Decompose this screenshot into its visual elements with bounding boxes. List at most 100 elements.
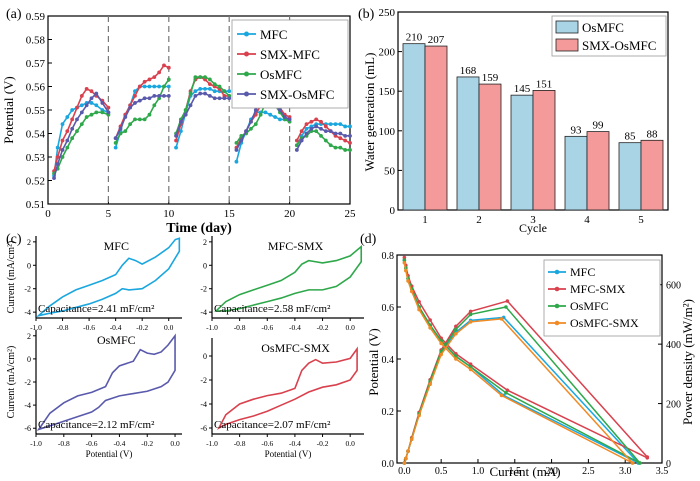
bar-osmfc <box>564 135 588 211</box>
polarization-point-osmfc <box>402 258 407 263</box>
data-point-smx-osmfc <box>142 96 147 101</box>
data-point-osmfc <box>193 75 198 79</box>
capacitance-label: Capacitance=2.58 mF/cm² <box>214 303 331 315</box>
data-point-smx-osmfc <box>166 94 171 98</box>
x-tick-label-a: 0 <box>45 208 51 220</box>
x-tick-label-c: -0.8 <box>57 323 69 332</box>
polarization-point-osmfc-smx <box>468 367 473 372</box>
data-point-smx-osmfc <box>287 117 292 122</box>
bar-value-label: 99 <box>593 120 605 132</box>
data-point-smx-mfc <box>348 141 352 145</box>
y-tick-label-c: 0 <box>203 352 207 361</box>
data-point-mfc <box>157 84 162 89</box>
power-point-osmfc-smx <box>406 449 410 453</box>
legend-marker-d <box>554 286 560 292</box>
data-point-smx-osmfc <box>157 94 162 98</box>
y2-tick-label-d: 600 <box>666 281 681 292</box>
y-tick-label-c: -4 <box>24 308 31 317</box>
data-point-smx-mfc <box>309 119 314 124</box>
data-point-smx-mfc <box>174 138 178 143</box>
x-tick-label-c: -1.0 <box>30 323 42 332</box>
power-point-mfc-smx <box>645 455 650 459</box>
power-point-osmfc-smx <box>468 320 473 324</box>
data-point-osmfc <box>128 122 133 126</box>
x-tick-label-c: -0.8 <box>234 323 246 332</box>
data-point-mfc <box>193 89 198 94</box>
data-point-mfc <box>79 103 84 108</box>
data-point-osmfc <box>183 108 188 112</box>
cv-title: OsMFC-SMX <box>261 341 330 355</box>
data-point-osmfc <box>217 84 222 89</box>
data-point-smx-osmfc <box>227 96 232 101</box>
bar-osmfc <box>618 142 642 211</box>
x-tick-label-c: -0.4 <box>289 439 301 448</box>
data-point-smx-osmfc <box>152 94 157 98</box>
data-point-smx-osmfc <box>239 138 244 143</box>
data-point-smx-osmfc <box>207 94 212 98</box>
data-point-smx-osmfc <box>299 138 304 143</box>
legend-label-d: MFC-SMX <box>570 282 626 296</box>
x-tick-label-c: -1.0 <box>30 439 42 448</box>
y-tick-label-c: -4 <box>200 308 207 317</box>
data-point-osmfc <box>319 133 323 138</box>
data-point-smx-osmfc <box>348 133 352 138</box>
power-point-osmfc <box>454 327 458 332</box>
x-tick-label-a: 25 <box>345 208 357 220</box>
legend-label-d: MFC <box>570 265 595 279</box>
x-tick-label-c: 0.0 <box>170 439 180 448</box>
power-point-osmfc-smx <box>404 456 408 461</box>
y-tick-label-c: -4 <box>24 401 31 410</box>
polarization-point-osmfc <box>504 391 508 395</box>
data-point-mfc <box>333 122 338 126</box>
legend-marker-d <box>554 303 560 309</box>
legend-label-a: SMX-OsMFC <box>260 87 334 102</box>
y-tick-label-c: 2 <box>27 332 31 341</box>
y-tick-label-a: 0.59 <box>26 11 46 23</box>
data-point-smx-osmfc <box>193 94 198 98</box>
data-point-osmfc <box>100 110 105 115</box>
data-point-smx-osmfc <box>294 148 299 152</box>
data-point-osmfc <box>70 136 75 141</box>
data-point-mfc <box>328 122 333 126</box>
y-tick-label-a: 0.54 <box>26 129 46 141</box>
y-tick-label-a: 0.58 <box>26 35 46 47</box>
y-tick-label-a: 0.53 <box>26 152 46 164</box>
x-tick-label-c: -0.6 <box>83 323 95 332</box>
legend-swatch-b <box>555 38 579 52</box>
power-point-osmfc <box>504 305 508 309</box>
power-point-osmfc-smx <box>417 413 421 418</box>
power-point-osmfc <box>468 312 473 317</box>
x-tick-label-d: 2.5 <box>582 466 595 477</box>
data-point-mfc <box>142 84 147 89</box>
data-point-mfc <box>133 89 137 94</box>
x-axis-label-a: Time (day) <box>166 221 232 236</box>
cv-title: MFC <box>104 239 129 253</box>
legend-marker-d <box>554 320 560 326</box>
data-point-mfc <box>65 115 70 119</box>
data-point-mfc <box>348 124 352 129</box>
data-point-smx-mfc <box>79 94 84 98</box>
data-point-smx-mfc <box>60 138 65 143</box>
data-point-osmfc <box>249 126 253 131</box>
data-point-smx-osmfc <box>60 148 65 152</box>
x-tick-label-d: 0.0 <box>398 466 411 477</box>
data-point-mfc <box>338 122 343 126</box>
data-point-smx-osmfc <box>212 96 217 101</box>
data-point-osmfc <box>328 143 333 148</box>
panel-label-b: (b) <box>358 7 375 22</box>
data-point-mfc <box>263 110 268 115</box>
data-point-mfc <box>343 124 348 129</box>
power-point-osmfc-smx <box>439 352 443 357</box>
data-point-osmfc <box>79 122 84 126</box>
power-point-osmfc-smx <box>402 461 407 465</box>
y-tick-label-a: 0.52 <box>26 176 45 188</box>
data-point-smx-osmfc <box>319 126 323 131</box>
x-axis-label-d: Current (mA) <box>489 464 560 479</box>
y-tick-label-b: 200 <box>379 47 396 59</box>
data-point-smx-osmfc <box>183 112 188 117</box>
x-tick-label-d: 3.5 <box>656 466 669 477</box>
legend-label-d: OsMFC <box>570 299 609 313</box>
data-point-osmfc <box>343 148 348 152</box>
data-point-osmfc <box>65 145 70 150</box>
x-tick-label-b: 2 <box>476 214 482 226</box>
